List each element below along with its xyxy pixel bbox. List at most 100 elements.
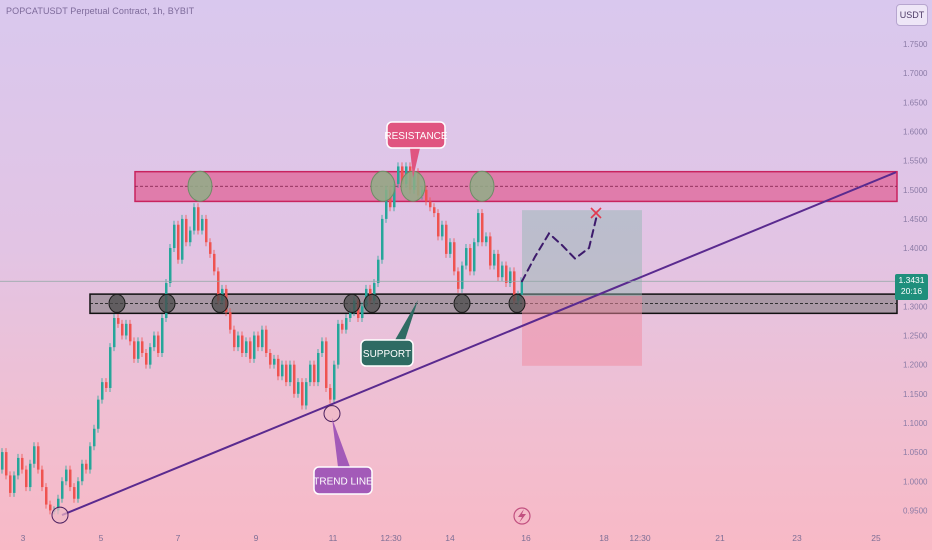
candle-body [1, 452, 4, 470]
candle-body [81, 463, 84, 482]
candle-body [377, 259, 380, 284]
candle-body [193, 207, 196, 231]
candle-body [57, 498, 60, 511]
candle-body [157, 335, 160, 353]
trend-touch-marker [51, 506, 69, 524]
candle-body [501, 265, 504, 278]
support-touch-marker [363, 293, 381, 313]
candle-body [5, 452, 8, 476]
trend-callout: TREND LINE [313, 418, 373, 495]
candle-body [317, 352, 320, 383]
candle-body [33, 446, 36, 464]
candle-body [309, 364, 312, 383]
candle-body [69, 469, 72, 488]
candle-body [257, 335, 260, 348]
resistance-touch-marker [469, 170, 495, 202]
candle-body [241, 335, 244, 353]
candle-body [105, 382, 108, 388]
candle-body [401, 166, 404, 184]
markers-layer [51, 170, 526, 524]
candle-body [61, 481, 64, 499]
candle-body [485, 236, 488, 243]
candle-body [161, 318, 164, 353]
support-touch-marker [453, 293, 471, 313]
candle-body [305, 382, 308, 406]
x-tick-label: 18 [599, 533, 609, 543]
candle-body [493, 253, 496, 266]
candle-body [249, 341, 252, 359]
candle-body [349, 312, 352, 319]
x-tick-label: 14 [445, 533, 455, 543]
candle-body [41, 469, 44, 488]
support-callout-box [360, 339, 414, 367]
x-tick-label: 11 [329, 533, 338, 543]
candle-body [265, 329, 268, 353]
candle-body [181, 218, 184, 260]
candle-body [341, 323, 344, 330]
candle-body [449, 242, 452, 254]
candle-body [197, 207, 200, 231]
lightning-bolt [518, 509, 526, 523]
candle-body [465, 248, 468, 266]
candle-body [77, 481, 80, 499]
candle-body [209, 242, 212, 254]
candle-body [117, 318, 120, 324]
candle-body [145, 352, 148, 365]
forecast-layer [521, 207, 602, 283]
candle-body [109, 347, 112, 388]
candle-body [229, 312, 232, 330]
chart-title: POPCATUSDT Perpetual Contract, 1h, BYBIT [6, 6, 195, 16]
y-tick-label: 1.4500 [903, 215, 928, 224]
support-touch-marker [108, 293, 126, 313]
y-tick-label: 1.5000 [903, 186, 928, 195]
candle-body [113, 318, 116, 348]
candle-body [245, 341, 248, 353]
candle-body [381, 218, 384, 260]
candle-body [469, 248, 472, 272]
last-price-tag: 1.3431 20:16 [895, 274, 928, 301]
candle-body [13, 475, 16, 493]
candle-body [393, 183, 396, 208]
x-tick-label: 12:30 [380, 533, 402, 543]
candle-body [513, 271, 516, 301]
candle-body [293, 364, 296, 394]
x-tick-label: 12:30 [629, 533, 651, 543]
candle-body [237, 335, 240, 348]
candle-body [93, 428, 96, 447]
candle-body [73, 487, 76, 499]
candle-body [269, 352, 272, 365]
y-tick-label: 1.3000 [903, 302, 928, 311]
candle-body [433, 207, 436, 214]
candle-body [125, 323, 128, 336]
position-loss-zone [522, 295, 642, 366]
x-tick-label: 21 [715, 533, 725, 543]
candle-body [321, 341, 324, 353]
resistance-callout: RESISTANCE [384, 121, 448, 178]
candle-body [277, 358, 280, 377]
candle-body [325, 341, 328, 388]
x-tick-label: 7 [176, 533, 181, 543]
candle-body [85, 463, 88, 470]
y-tick-label: 1.2500 [903, 332, 928, 341]
support-callout-label: SUPPORT [363, 349, 411, 360]
y-tick-label: 1.7500 [903, 40, 928, 49]
candle-body [481, 213, 484, 243]
y-tick-label: 1.0500 [903, 448, 928, 457]
candle-body [373, 283, 376, 301]
countdown: 20:16 [900, 286, 923, 297]
resistance-callout-pointer [410, 148, 420, 178]
x-tick-label: 23 [792, 533, 802, 543]
y-tick-label: 0.9500 [903, 506, 928, 515]
resistance-callout-box [386, 121, 446, 149]
candle-body [205, 218, 208, 243]
candle-body [137, 341, 140, 359]
candle-body [173, 224, 176, 249]
trend-touch-marker [323, 405, 341, 423]
candle-body [169, 248, 172, 284]
candle-body [473, 242, 476, 272]
candle-body [153, 335, 156, 348]
trend-callout-pointer [332, 418, 350, 467]
currency-selector[interactable]: USDT [896, 4, 928, 26]
